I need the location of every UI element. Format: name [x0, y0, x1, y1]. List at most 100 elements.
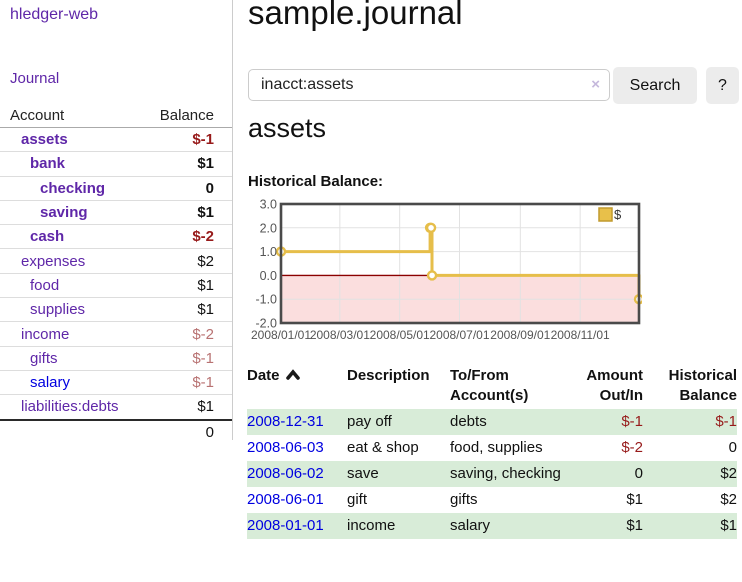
search-form: × Search ? [247, 67, 742, 105]
account-link-expenses[interactable]: expenses [21, 252, 86, 270]
x-tick-label: 2008/03/01 [310, 328, 370, 342]
transaction-date-link[interactable]: 2008-01-01 [247, 517, 324, 534]
transaction-row[interactable]: 2008-06-03 eat & shop food, supplies $-2 0 [247, 435, 737, 461]
account-balance: 0 [205, 179, 214, 197]
y-tick-label: 2.0 [260, 221, 277, 235]
account-balance: $-2 [192, 325, 214, 343]
historical-balance-chart: $3.0 2.0 1.0 0.0 -1.0 -2.02008/01/012008/03/0… [251, 198, 642, 342]
account-balance: $1 [197, 276, 214, 294]
main-content: sample.journal × Search ? assets Histori… [247, 0, 742, 582]
transaction-row[interactable]: 2008-06-01 gift gifts $1 $2 [247, 487, 737, 513]
account-row: income $-2 [0, 322, 232, 347]
amount-cell: 0 [634, 465, 643, 482]
account-balance: $1 [197, 398, 214, 416]
account-balance: $1 [197, 301, 214, 319]
transaction-row[interactable]: 2008-12-31 pay off debts $-1 $-1 [247, 409, 737, 435]
accounts-cell: debts [450, 413, 487, 430]
description-cell: pay off [347, 413, 392, 430]
legend-swatch [598, 207, 613, 222]
account-balance: $1 [197, 155, 214, 173]
legend-label: $ [614, 207, 622, 222]
account-link-cash[interactable]: cash [30, 228, 65, 246]
account-balance: $1 [197, 204, 214, 222]
balance-cell: $1 [720, 517, 737, 534]
account-link-assets[interactable]: assets [21, 131, 68, 149]
accounts-total-value: 0 [205, 424, 214, 442]
transaction-date-link[interactable]: 2008-06-01 [247, 491, 324, 508]
sidebar-item-journal[interactable]: Journal [10, 70, 60, 87]
transaction-row[interactable]: 2008-06-02 save saving, checking 0 $2 [247, 461, 737, 487]
account-balance: $-1 [192, 374, 214, 392]
app-brand-link[interactable]: hledger-web [10, 6, 99, 23]
search-input[interactable] [248, 69, 610, 101]
date-cell: 2008-06-02 [247, 461, 347, 487]
plot-border [279, 202, 641, 325]
account-link-gifts[interactable]: gifts [30, 349, 58, 367]
account-row: liabilities:debts $1 [0, 395, 232, 418]
y-tick-label: 0.0 [260, 269, 277, 283]
description-cell: income [347, 517, 396, 534]
description-cell: eat & shop [347, 439, 419, 456]
help-button[interactable]: ? [706, 67, 739, 104]
y-tick-label: -1.0 [255, 293, 277, 307]
account-column-header: Account [10, 107, 65, 124]
x-tick-label: 2008/05/01 [370, 328, 430, 342]
date-cell: 2008-06-01 [247, 487, 347, 513]
amount-cell: $-2 [621, 439, 643, 456]
register-column-header[interactable]: Date [247, 363, 347, 409]
account-link-income[interactable]: income [21, 325, 70, 343]
account-link-bank[interactable]: bank [30, 155, 66, 173]
accounts-total-row: 0 [0, 418, 232, 445]
register-column-header: To/From Account(s) [450, 367, 529, 404]
search-button[interactable]: Search [613, 67, 697, 104]
account-link-supplies[interactable]: supplies [30, 301, 86, 319]
page-title: sample.journal [248, 0, 463, 31]
account-balance: $-1 [192, 131, 214, 149]
transaction-date-link[interactable]: 2008-12-31 [247, 413, 324, 430]
accounts-cell: food, supplies [450, 439, 543, 456]
balance-cell: $-1 [715, 413, 737, 430]
account-balance: $-1 [192, 349, 214, 367]
sort-ascending-icon[interactable] [285, 369, 300, 380]
account-row: food $1 [0, 274, 232, 299]
y-tick-label: 3.0 [260, 198, 277, 212]
account-row: assets $-1 [0, 128, 232, 153]
transaction-date-link[interactable]: 2008-06-02 [247, 465, 324, 482]
account-heading: assets [248, 113, 327, 143]
date-cell: 2008-12-31 [247, 409, 347, 435]
description-cell: save [347, 465, 379, 482]
register-column-header: Description [347, 367, 430, 384]
sidebar: hledger-web Journal Account Balance asse… [0, 0, 233, 441]
accounts-table: Account Balance assets $-1 bank $1 checking 0… [0, 104, 232, 445]
y-tick-label: 1.0 [260, 245, 277, 259]
balance-cell: 0 [728, 439, 737, 456]
balance-column-header: Balance [159, 107, 214, 124]
description-cell: gift [347, 491, 368, 508]
account-row: supplies $1 [0, 298, 232, 323]
search-box: × [248, 69, 610, 101]
account-balance: $2 [197, 252, 214, 270]
account-link-salary[interactable]: salary [30, 374, 71, 392]
account-row: saving $1 [0, 201, 232, 226]
transaction-date-link[interactable]: 2008-06-03 [247, 439, 324, 456]
account-row: cash $-2 [0, 225, 232, 250]
x-tick-label: 2008/01/01 [251, 328, 311, 342]
balance-cell: $2 [720, 465, 737, 482]
clear-search-icon[interactable]: × [591, 76, 600, 93]
account-link-liabilities-debts[interactable]: liabilities:debts [21, 398, 119, 416]
account-link-food[interactable]: food [30, 276, 60, 294]
x-tick-label: 2008/09/01 [490, 328, 550, 342]
data-point-marker [425, 222, 437, 233]
register-table: Date Description To/From Account(s) Amount … [247, 363, 737, 539]
chart-label: Historical Balance: [248, 173, 384, 190]
transaction-row[interactable]: 2008-01-01 income salary $1 $1 [247, 513, 737, 539]
register-column-header: Historical Balance [668, 367, 737, 404]
balance-cell: $2 [720, 491, 737, 508]
amount-cell: $1 [626, 517, 643, 534]
account-link-checking[interactable]: checking [40, 179, 106, 197]
account-row: salary $-1 [0, 371, 232, 396]
date-cell: 2008-01-01 [247, 513, 347, 539]
account-link-saving[interactable]: saving [40, 204, 88, 222]
y-tick-label: -2.0 [255, 317, 277, 331]
